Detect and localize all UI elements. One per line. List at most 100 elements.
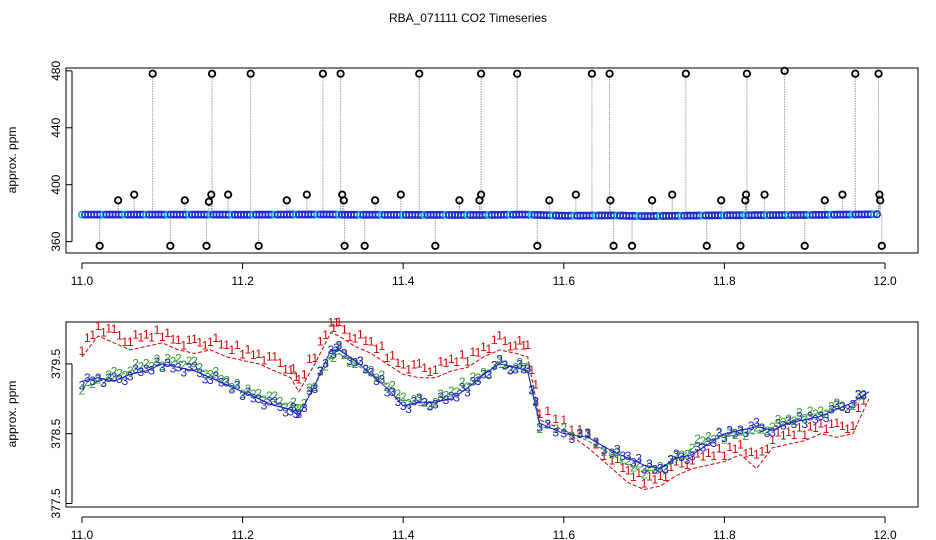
series-3-marker: 3: [601, 444, 608, 458]
spike-point: [207, 69, 217, 78]
series-3-marker: 3: [328, 343, 335, 357]
series-2-marker: 2: [290, 395, 297, 409]
series-1-marker: 1: [362, 334, 369, 348]
series-3-marker: 3: [207, 373, 214, 387]
spike-point: [336, 69, 345, 78]
series-2-marker: 2: [159, 359, 166, 373]
series-2-marker: 2: [127, 364, 134, 378]
series-1-marker: 1: [352, 332, 359, 346]
spike-point: [609, 241, 618, 250]
series-3-marker: 3: [453, 390, 460, 404]
series-1-marker: 1: [609, 454, 616, 468]
series-1-marker: 1: [266, 349, 273, 363]
series-1-marker: 1: [437, 354, 444, 368]
spike-point: [302, 190, 311, 199]
spike-point: [571, 190, 580, 199]
series-2-marker: 2: [694, 432, 701, 446]
series-1-marker: 1: [127, 335, 134, 349]
series-2-marker: 2: [705, 430, 712, 444]
bottom-x-tick-label: 11.8: [713, 528, 736, 540]
series-3-marker: 3: [635, 452, 642, 466]
series-3-marker: 3: [796, 410, 803, 424]
series-1-marker: 1: [684, 458, 691, 472]
series-1-marker: 1: [138, 331, 145, 345]
series-1-marker: 1: [175, 333, 182, 347]
series-3-marker: 3: [828, 402, 835, 416]
series-3-marker: 3: [84, 371, 91, 385]
series-3-line: [81, 349, 870, 470]
series-2-marker: 2: [748, 423, 755, 437]
series-1-marker: 1: [202, 338, 209, 352]
series-1-marker: 1: [411, 358, 418, 372]
series-2-marker: 2: [352, 357, 359, 371]
series-3-marker: 3: [694, 440, 701, 454]
series-1-marker: 1: [764, 442, 771, 456]
spike-point: [741, 190, 751, 199]
bottom-panel: approx. ppm 11.0 11.2 11.4 11.6 11.8 12.0 377.…: [5, 315, 919, 540]
series-2-marker: 2: [678, 448, 685, 462]
top-x-tick-label: 12.0: [873, 274, 897, 288]
series-1-marker: 1: [614, 452, 621, 466]
series-1-marker: 1: [229, 343, 236, 357]
spike-point: [246, 69, 255, 78]
series-1-marker: 1: [721, 449, 728, 463]
series-3-marker: 3: [689, 450, 696, 464]
series-1-marker: 1: [395, 356, 402, 370]
series-3-marker: 3: [678, 450, 685, 464]
series-2-marker: 2: [89, 377, 96, 391]
series-2-marker: 2: [373, 371, 380, 385]
series-3-marker: 3: [568, 432, 575, 446]
series-3-marker: 3: [295, 407, 302, 421]
series-2-marker: 2: [524, 360, 531, 374]
series-3-marker: 3: [475, 374, 482, 388]
series-2-marker: 2: [443, 389, 450, 403]
series-1-marker: 1: [662, 470, 669, 484]
series-3-marker: 3: [528, 383, 535, 397]
series-3-marker: 3: [520, 363, 527, 377]
series-2-marker: 2: [791, 414, 798, 428]
series-1-marker: 1: [536, 407, 543, 421]
series-2-marker: 2: [322, 359, 329, 373]
series-1-marker: 1: [785, 425, 792, 439]
series-2-marker: 2: [405, 396, 412, 410]
series-3-marker: 3: [609, 446, 616, 460]
series-3-marker: 3: [855, 388, 862, 402]
series-1-marker: 1: [520, 339, 527, 353]
series-3-marker: 3: [684, 453, 691, 467]
baseline-point: [872, 210, 881, 219]
series-2-marker: 2: [148, 359, 155, 373]
series-2-marker: 2: [261, 393, 268, 407]
spike-point: [606, 196, 615, 205]
series-2-marker: 2: [271, 389, 278, 403]
series-1-marker: 1: [416, 357, 423, 371]
series-2-marker: 2: [801, 411, 808, 425]
series-3-marker: 3: [306, 384, 313, 398]
series-2-marker: 2: [218, 372, 225, 386]
series-3-marker: 3: [532, 395, 539, 409]
series-2-marker: 2: [785, 412, 792, 426]
top-panel: approx. ppm 11.0 11.2 11.4 11.6 11.8 12.0 360 4…: [5, 61, 919, 288]
series-3-marker: 3: [389, 385, 396, 399]
series-3-marker: 3: [737, 423, 744, 437]
series-1-marker: 1: [716, 442, 723, 456]
series-1-marker: 1: [250, 348, 257, 362]
series-1-marker: 1: [432, 363, 439, 377]
series-2-marker: 2: [769, 420, 776, 434]
series-2-marker: 2: [416, 393, 423, 407]
series-3-marker: 3: [801, 417, 808, 431]
series-3-marker: 3: [486, 368, 493, 382]
series-1-marker: 1: [373, 342, 380, 356]
series-3-marker: 3: [593, 435, 600, 449]
series-2-marker: 2: [212, 365, 219, 379]
series-1-marker: 1: [384, 351, 391, 365]
series-2-marker: 2: [593, 436, 600, 450]
series-1-marker: 1: [801, 428, 808, 442]
spike-point: [370, 196, 380, 205]
series-1-marker: 1: [860, 393, 867, 407]
series-3-marker: 3: [585, 426, 592, 440]
series-3-marker: 3: [202, 373, 209, 387]
series-2-marker: 2: [389, 378, 396, 392]
series-1-marker: 1: [459, 347, 466, 361]
top-x-tick-label: 11.6: [553, 274, 576, 288]
